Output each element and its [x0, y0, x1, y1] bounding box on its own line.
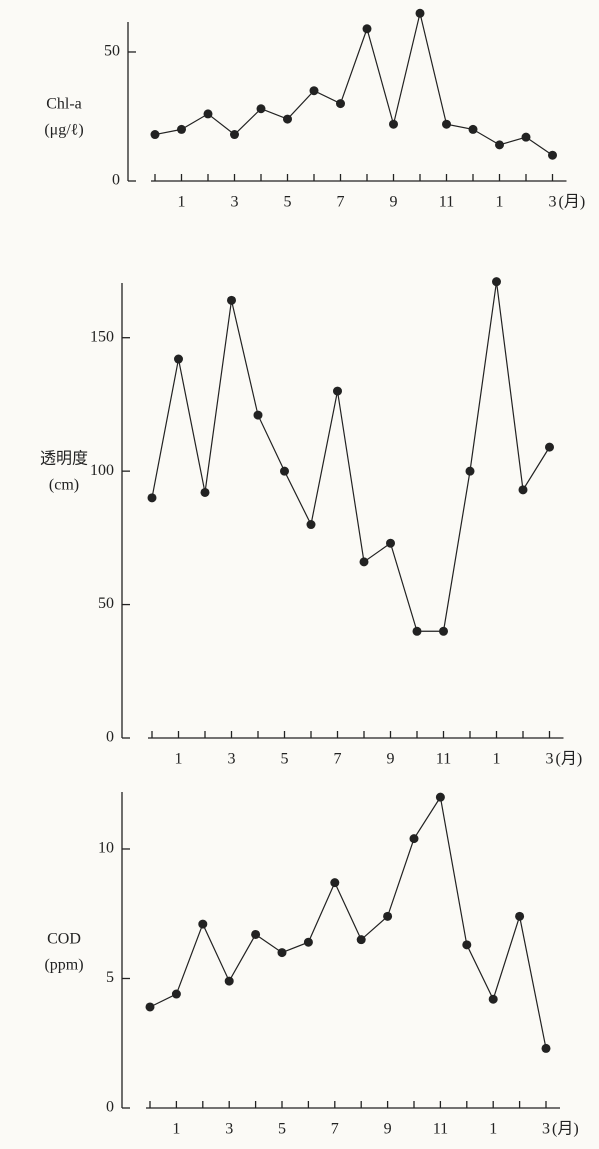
point [147, 493, 157, 503]
y-axis-label: (ppm) [44, 957, 83, 974]
y-axis-label: (μg/ℓ) [44, 122, 83, 139]
point [171, 989, 181, 999]
point [409, 834, 419, 844]
point [227, 295, 236, 305]
x-tick-label: 3 [546, 751, 554, 768]
line [151, 281, 551, 632]
y-tick-label: 50 [104, 43, 120, 60]
point [200, 487, 210, 497]
point [306, 520, 316, 530]
y-tick-label: 0 [112, 172, 120, 189]
x-tick-label: 11 [433, 1121, 448, 1138]
point [253, 410, 263, 420]
point [386, 538, 395, 548]
x-tick-label: 1 [489, 1121, 497, 1138]
y-axis-label: COD [47, 931, 81, 948]
x-tick-label: 3 [549, 194, 557, 211]
x-tick-label: 9 [387, 751, 395, 768]
x-tick-label: 11 [439, 194, 454, 211]
x-tick-label: 7 [337, 194, 345, 211]
point [150, 130, 160, 140]
x-tick-label: 1 [172, 1121, 180, 1138]
point [356, 935, 366, 945]
point [495, 140, 504, 150]
x-tick-label: 3 [228, 751, 236, 768]
point [412, 626, 422, 636]
point [488, 994, 498, 1004]
point [362, 24, 372, 34]
x-tick-label: 9 [390, 194, 398, 211]
y-tick-label: 50 [98, 595, 114, 612]
y-tick-label: 0 [106, 1099, 114, 1116]
y-axis-label: Chl-a [46, 96, 82, 113]
x-axis-label: (月) [559, 194, 586, 211]
point [309, 86, 319, 96]
y-tick-label: 0 [106, 729, 114, 746]
point [251, 929, 261, 939]
x-tick-label: 1 [178, 194, 186, 211]
point [203, 109, 213, 119]
point [415, 8, 425, 18]
x-tick-label: 11 [436, 751, 451, 768]
point [462, 940, 472, 950]
x-tick-label: 5 [281, 751, 289, 768]
y-tick-label: 5 [106, 969, 114, 986]
point [277, 948, 287, 958]
y-axis-label: 透明度 [40, 450, 88, 468]
point [492, 277, 501, 287]
point [518, 485, 528, 495]
x-tick-label: 9 [384, 1121, 392, 1138]
point [230, 130, 239, 140]
x-axis-label: (月) [552, 1121, 579, 1138]
point [515, 911, 525, 921]
x-axis-label: (月) [556, 751, 583, 768]
point [389, 119, 398, 129]
x-tick-label: 7 [334, 751, 342, 768]
x-tick-label: 5 [278, 1121, 286, 1138]
x-tick-label: 1 [496, 194, 504, 211]
point [333, 386, 342, 396]
point [383, 911, 393, 921]
point [330, 878, 340, 888]
x-tick-label: 5 [284, 194, 292, 211]
point [442, 119, 451, 129]
point [224, 976, 234, 986]
line [149, 795, 547, 1049]
y-tick-label: 150 [90, 328, 114, 345]
x-tick-label: 3 [231, 194, 239, 211]
point [359, 557, 369, 567]
x-tick-label: 1 [175, 751, 183, 768]
point [174, 354, 183, 364]
point [283, 114, 292, 124]
point [336, 99, 345, 109]
point [303, 937, 313, 947]
point [541, 1043, 551, 1053]
y-tick-label: 100 [90, 462, 114, 479]
point [280, 466, 289, 476]
point [465, 466, 475, 476]
y-tick-label: 10 [98, 840, 114, 857]
point [435, 792, 445, 802]
point [545, 442, 554, 452]
point [439, 626, 448, 636]
point [468, 124, 478, 134]
point [145, 1002, 155, 1012]
x-tick-label: 3 [225, 1121, 233, 1138]
point [177, 124, 186, 134]
point [521, 132, 531, 142]
line [154, 13, 553, 156]
x-tick-label: 1 [493, 751, 501, 768]
point [256, 104, 266, 114]
x-tick-label: 3 [542, 1121, 550, 1138]
point [548, 150, 557, 160]
y-axis-label: (cm) [49, 477, 79, 494]
point [198, 919, 208, 929]
x-tick-label: 7 [331, 1121, 339, 1138]
